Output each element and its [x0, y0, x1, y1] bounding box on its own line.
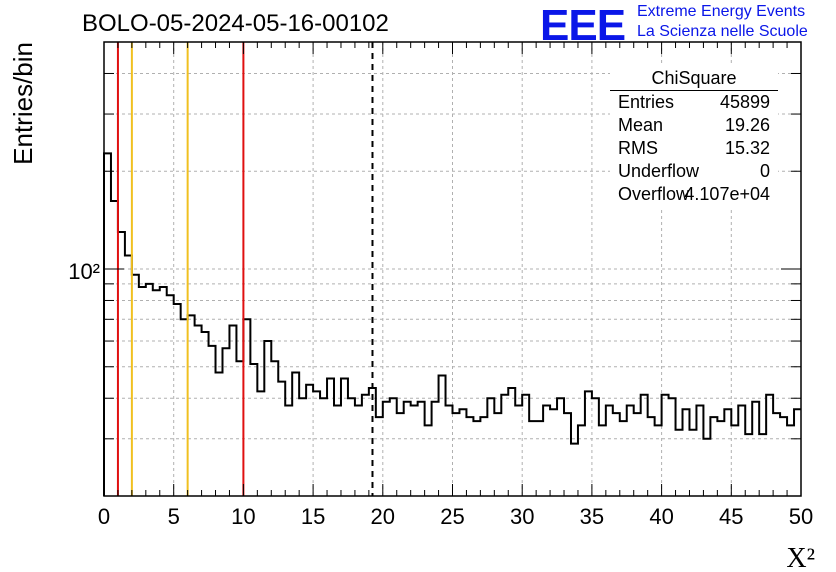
- stats-value: 4.107e+04: [684, 184, 770, 204]
- stats-value: 0: [759, 161, 770, 181]
- stats-title: ChiSquare: [651, 68, 737, 88]
- eee-logo: EEE: [540, 1, 626, 50]
- stats-label: Underflow: [618, 161, 700, 181]
- stats-divider: [610, 90, 778, 91]
- stats-box: ChiSquare Entries 45899 Mean 19.26 RMS 1…: [610, 66, 778, 210]
- x-tick-label: 10: [231, 504, 255, 529]
- x-tick-label: 40: [649, 504, 673, 529]
- stats-label: Entries: [618, 92, 675, 112]
- x-tick-label: 25: [440, 504, 464, 529]
- stats-value: 15.32: [724, 138, 770, 158]
- x-tick-label: 20: [371, 504, 395, 529]
- x-tick-label: 45: [719, 504, 743, 529]
- chart-title: BOLO-05-2024-05-16-00102: [82, 10, 389, 37]
- x-tick-label: 0: [98, 504, 110, 529]
- histogram-series: [103, 152, 801, 496]
- x-axis-label: X²: [786, 543, 815, 572]
- x-tick-label: 35: [580, 504, 604, 529]
- x-tick-label: 50: [789, 504, 813, 529]
- y-axis-label: Entries/bin: [8, 42, 38, 165]
- stats-value: 45899: [719, 92, 770, 112]
- x-tick-label: 15: [301, 504, 325, 529]
- x-tick-label: 30: [510, 504, 534, 529]
- stats-label: RMS: [618, 138, 658, 158]
- stats-label: Overflow: [618, 184, 690, 204]
- y-tick-label: 10²: [68, 259, 100, 284]
- stats-value: 19.26: [724, 115, 770, 135]
- stats-label: Mean: [618, 115, 664, 135]
- x-tick-label: 5: [168, 504, 180, 529]
- logo-line-2: La Scienza nelle Scuole: [637, 23, 808, 40]
- logo-line-1: Extreme Energy Events: [637, 3, 806, 20]
